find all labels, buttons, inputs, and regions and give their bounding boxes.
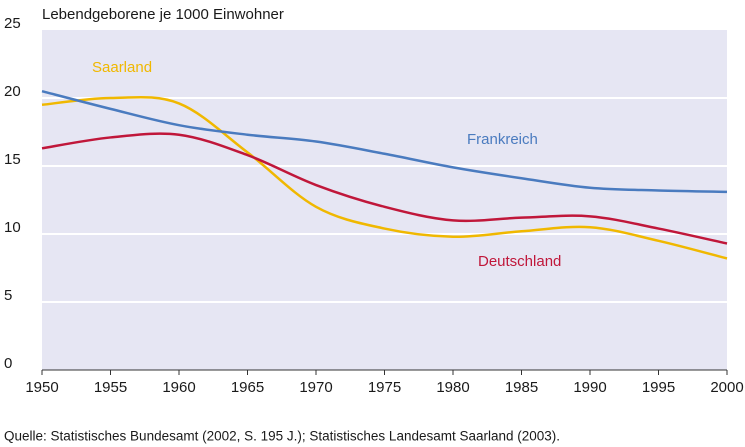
- series-label: Deutschland: [478, 253, 561, 270]
- x-tick-label: 1965: [231, 379, 264, 396]
- y-tick-label: 10: [4, 219, 21, 236]
- line: [41, 132, 728, 245]
- x-tick-label: 1990: [573, 379, 606, 396]
- line: [41, 89, 728, 194]
- y-tick-label: 5: [4, 287, 12, 304]
- x-tick-label: 1975: [368, 379, 401, 396]
- series-label: Saarland: [92, 59, 152, 76]
- source: Quelle: Statistisches Bundesamt (2002, S…: [4, 429, 560, 444]
- x-tick-label: 1985: [505, 379, 538, 396]
- x-tick-label: 1970: [299, 379, 332, 396]
- y-tick-label: 0: [4, 355, 12, 372]
- x-tick-label: 1955: [94, 379, 127, 396]
- x-tick-label: 2000: [710, 379, 743, 396]
- x-tick-label: 1980: [436, 379, 469, 396]
- y-tick-label: 15: [4, 151, 21, 168]
- line: [41, 95, 728, 260]
- series-label: Frankreich: [467, 131, 538, 148]
- y-tick-label: 20: [4, 83, 21, 100]
- x-tick-label: 1995: [642, 379, 675, 396]
- x-tick-label: 1950: [25, 379, 58, 396]
- y-axis-label: Lebendgeborene je 1000 Einwohner: [42, 6, 284, 23]
- plot-area: [42, 30, 727, 370]
- y-tick-label: 25: [4, 15, 21, 32]
- x-tick-label: 1960: [162, 379, 195, 396]
